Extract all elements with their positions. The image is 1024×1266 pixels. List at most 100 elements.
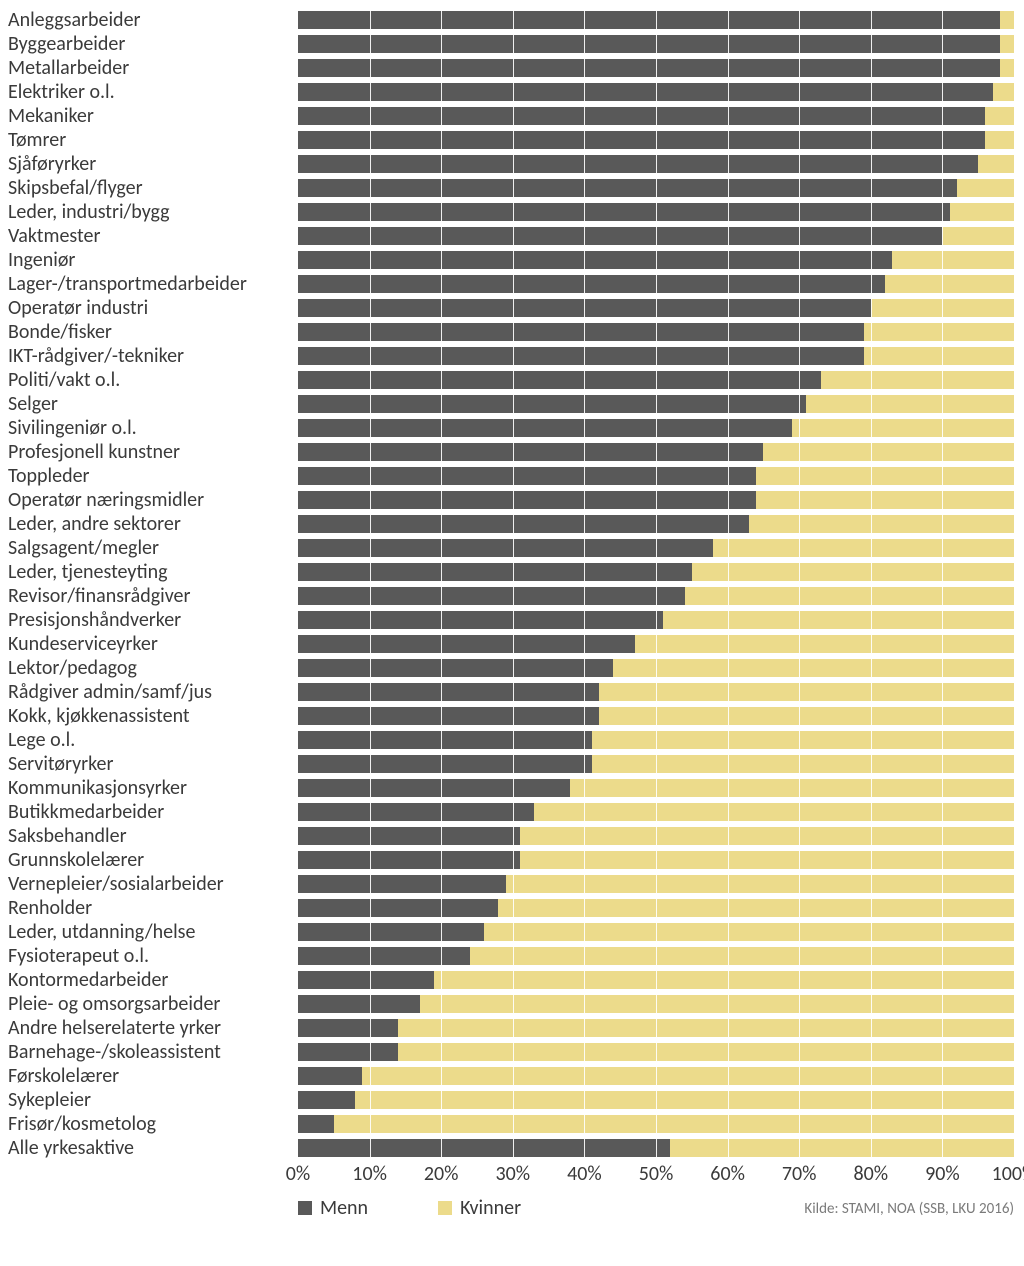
bar-segment-women bbox=[749, 515, 1014, 533]
bar-segment-men bbox=[298, 443, 763, 461]
bar-row bbox=[298, 1040, 1014, 1064]
category-label: Kontormedarbeider bbox=[6, 968, 298, 992]
bar-segment-women bbox=[871, 299, 1014, 317]
category-label: Lektor/pedagog bbox=[6, 656, 298, 680]
category-label: Vernepleier/sosialarbeider bbox=[6, 872, 298, 896]
bar-segment-women bbox=[506, 875, 1014, 893]
bar-segment-women bbox=[663, 611, 1014, 629]
bar-segment-women bbox=[985, 131, 1014, 149]
bar-segment-women bbox=[398, 1043, 1014, 1061]
bar-segment-women bbox=[885, 275, 1014, 293]
legend-women-label: Kvinner bbox=[460, 1196, 521, 1220]
bar-segment-women bbox=[685, 587, 1014, 605]
category-label: Kundeserviceyrker bbox=[6, 632, 298, 656]
bar-segment-men bbox=[298, 851, 520, 869]
category-label: Renholder bbox=[6, 896, 298, 920]
bar-row bbox=[298, 152, 1014, 176]
category-label: Barnehage-/skoleassistent bbox=[6, 1040, 298, 1064]
bar-segment-men bbox=[298, 179, 957, 197]
bar-row bbox=[298, 968, 1014, 992]
bar-row bbox=[298, 80, 1014, 104]
bar-segment-women bbox=[792, 419, 1014, 437]
category-label: Skipsbefal/flyger bbox=[6, 176, 298, 200]
bar-segment-women bbox=[498, 899, 1014, 917]
category-label: Lager-/transportmedarbeider bbox=[6, 272, 298, 296]
bar-segment-men bbox=[298, 1115, 334, 1133]
bar-segment-men bbox=[298, 1139, 670, 1157]
category-label: Profesjonell kunstner bbox=[6, 440, 298, 464]
bar-segment-women bbox=[635, 635, 1014, 653]
bar-segment-women bbox=[942, 227, 1014, 245]
bar-row bbox=[298, 464, 1014, 488]
category-label: Leder, industri/bygg bbox=[6, 200, 298, 224]
bar-row bbox=[298, 8, 1014, 32]
x-axis-tick: 70% bbox=[782, 1162, 817, 1186]
category-label: Mekaniker bbox=[6, 104, 298, 128]
bar-segment-men bbox=[298, 731, 592, 749]
bar-segment-men bbox=[298, 1043, 398, 1061]
x-axis-tick: 0% bbox=[286, 1162, 310, 1186]
bar-segment-women bbox=[334, 1115, 1014, 1133]
category-label: Ingeniør bbox=[6, 248, 298, 272]
bar-segment-men bbox=[298, 563, 692, 581]
bar-row bbox=[298, 944, 1014, 968]
bar-row bbox=[298, 872, 1014, 896]
bar-row bbox=[298, 584, 1014, 608]
bar-segment-women bbox=[420, 995, 1014, 1013]
bar-segment-women bbox=[592, 755, 1014, 773]
bar-segment-women bbox=[534, 803, 1014, 821]
chart-container: AnleggsarbeiderByggearbeiderMetallarbeid… bbox=[0, 0, 1024, 1238]
category-label: Sivilingeniør o.l. bbox=[6, 416, 298, 440]
bar-segment-men bbox=[298, 251, 892, 269]
bar-segment-women bbox=[520, 851, 1014, 869]
category-label: Alle yrkesaktive bbox=[6, 1136, 298, 1160]
legend: Menn Kvinner Kilde: STAMI, NOA (SSB, LKU… bbox=[6, 1196, 1014, 1220]
bar-row bbox=[298, 32, 1014, 56]
bar-row bbox=[298, 512, 1014, 536]
bar-segment-men bbox=[298, 347, 864, 365]
bar-segment-men bbox=[298, 131, 985, 149]
bar-segment-men bbox=[298, 59, 1000, 77]
bar-segment-women bbox=[592, 731, 1014, 749]
bar-segment-men bbox=[298, 827, 520, 845]
bar-row bbox=[298, 1136, 1014, 1160]
bar-row bbox=[298, 704, 1014, 728]
bar-row bbox=[298, 992, 1014, 1016]
bar-row bbox=[298, 440, 1014, 464]
bar-row bbox=[298, 536, 1014, 560]
bar-row bbox=[298, 776, 1014, 800]
bar-segment-men bbox=[298, 155, 978, 173]
category-label: Rådgiver admin/samf/jus bbox=[6, 680, 298, 704]
bar-segment-men bbox=[298, 83, 993, 101]
bar-segment-women bbox=[756, 467, 1014, 485]
category-label: Vaktmester bbox=[6, 224, 298, 248]
bar-row bbox=[298, 680, 1014, 704]
bar-segment-men bbox=[298, 539, 713, 557]
category-label: Butikkmedarbeider bbox=[6, 800, 298, 824]
bar-segment-women bbox=[763, 443, 1014, 461]
legend-swatch-men bbox=[298, 1201, 312, 1215]
x-axis-tick: 90% bbox=[925, 1162, 960, 1186]
bar-segment-women bbox=[613, 659, 1014, 677]
bar-row bbox=[298, 824, 1014, 848]
bar-segment-women bbox=[670, 1139, 1014, 1157]
x-axis-tick: 100% bbox=[992, 1162, 1024, 1186]
bar-segment-women bbox=[864, 323, 1014, 341]
category-label: Toppleder bbox=[6, 464, 298, 488]
bar-row bbox=[298, 656, 1014, 680]
category-label: Grunnskolelærer bbox=[6, 848, 298, 872]
bar-segment-women bbox=[599, 707, 1014, 725]
bar-segment-men bbox=[298, 203, 950, 221]
bar-row bbox=[298, 1064, 1014, 1088]
bar-segment-women bbox=[599, 683, 1014, 701]
bar-row bbox=[298, 176, 1014, 200]
bar-segment-men bbox=[298, 299, 871, 317]
bars-area bbox=[298, 8, 1014, 1160]
category-label: Sykepleier bbox=[6, 1088, 298, 1112]
bar-row bbox=[298, 320, 1014, 344]
bar-segment-men bbox=[298, 1067, 362, 1085]
category-label: Politi/vakt o.l. bbox=[6, 368, 298, 392]
bar-segment-men bbox=[298, 995, 420, 1013]
bar-segment-men bbox=[298, 947, 470, 965]
bar-segment-women bbox=[570, 779, 1014, 797]
